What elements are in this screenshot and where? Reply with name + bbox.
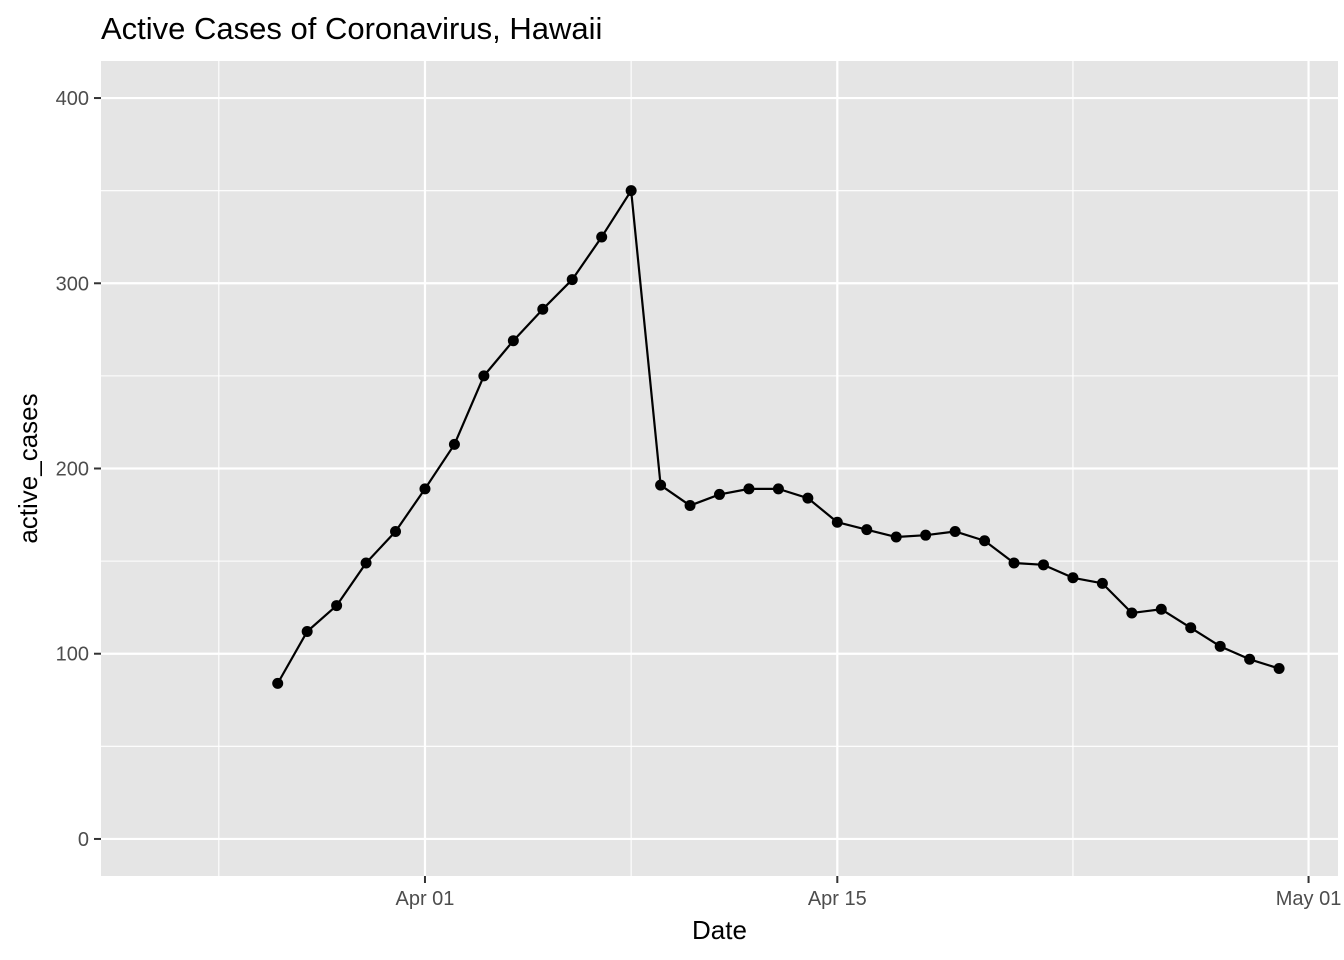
y-tick-label: 0 — [78, 829, 89, 851]
data-point — [419, 483, 431, 495]
data-point — [360, 557, 372, 569]
data-point — [507, 335, 519, 347]
y-tick-label: 100 — [56, 644, 89, 666]
axis-ticks — [94, 97, 1310, 883]
data-point — [1155, 603, 1167, 615]
data-point — [743, 483, 755, 495]
data-point — [1037, 559, 1049, 571]
x-axis-title: Date — [692, 915, 747, 945]
y-tick-label: 300 — [56, 273, 89, 295]
data-point — [772, 483, 784, 495]
y-tick-label: 400 — [56, 88, 89, 110]
data-point — [331, 600, 343, 612]
data-point — [1096, 577, 1108, 589]
data-point — [1244, 653, 1256, 665]
data-point — [1185, 622, 1197, 634]
data-point — [272, 677, 284, 689]
data-point — [920, 529, 932, 541]
major-gridlines — [101, 61, 1338, 876]
data-point — [566, 274, 578, 286]
data-point — [448, 438, 460, 450]
data-point — [1126, 607, 1138, 619]
y-axis-title: active_cases — [13, 393, 43, 543]
data-point — [802, 492, 814, 504]
data-point — [714, 488, 725, 500]
series-active-cases — [272, 185, 1285, 689]
data-point — [949, 525, 961, 537]
data-point — [861, 524, 873, 536]
x-tick-label: May 01 — [1276, 888, 1342, 910]
data-point — [979, 535, 991, 547]
data-point — [655, 479, 667, 491]
y-tick-labels: 0 100 200 300 400 — [56, 88, 89, 851]
x-tick-labels: Apr 01 Apr 15 May 01 — [396, 888, 1342, 910]
data-point — [625, 185, 637, 197]
data-point — [537, 303, 549, 315]
data-point — [890, 531, 902, 543]
y-tick-label: 200 — [56, 459, 89, 481]
data-point — [301, 626, 313, 637]
chart-title: Active Cases of Coronavirus, Hawaii — [101, 11, 602, 46]
data-point — [1067, 572, 1079, 584]
data-point — [1008, 557, 1020, 569]
data-point — [684, 500, 696, 512]
data-point — [831, 516, 843, 528]
data-point — [1214, 640, 1226, 652]
data-point — [390, 525, 402, 537]
x-tick-label: Apr 01 — [396, 888, 455, 910]
data-point — [1273, 663, 1285, 675]
x-tick-label: Apr 15 — [808, 888, 867, 910]
data-point — [596, 231, 608, 243]
data-point — [478, 370, 490, 382]
